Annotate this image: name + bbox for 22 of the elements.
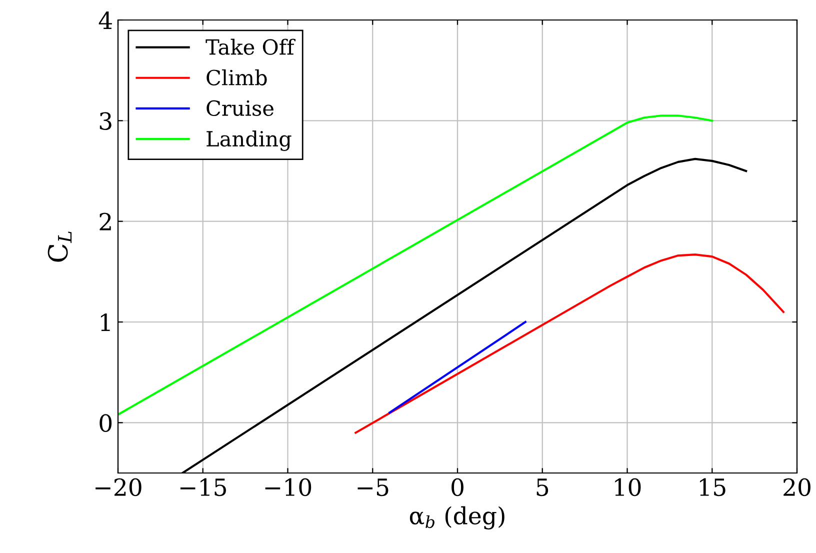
y-tick-label: 4 (98, 11, 112, 29)
legend-label: Cruise (206, 100, 274, 116)
x-tick-label: −15 (180, 478, 226, 496)
x-tick-label: 20 (784, 478, 810, 496)
y-axis-title: C$_{L}$ (48, 232, 72, 262)
x-tick-label: 0 (452, 478, 464, 496)
x-tick-label: −10 (265, 478, 312, 496)
legend-label: Climb (206, 69, 267, 86)
legend-label: Landing (206, 130, 292, 151)
y-tick-label: 3 (100, 112, 112, 130)
y-tick-label: 1 (101, 313, 110, 331)
y-tick-label: 2 (100, 212, 111, 230)
x-tick-label: −20 (96, 478, 142, 496)
x-tick-label: 10 (615, 478, 641, 496)
x-tick-label: 5 (536, 478, 548, 496)
y-tick-label: 0 (100, 414, 112, 432)
x-tick-label: 15 (700, 478, 726, 496)
line-series (118, 114, 714, 416)
x-axis-title: α$_{b}$ (deg) (410, 506, 504, 530)
x-tick-label: −5 (358, 478, 388, 496)
line-series (354, 254, 784, 434)
legend-label: Take Off (206, 38, 296, 55)
